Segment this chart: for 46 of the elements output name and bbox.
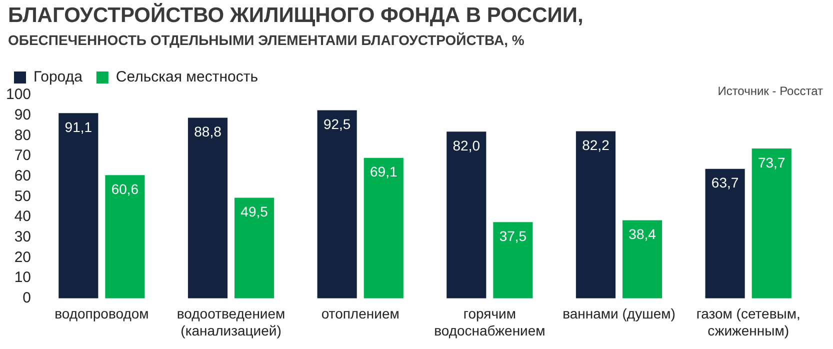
data-label: 91,1 <box>64 118 92 135</box>
bar <box>752 148 792 298</box>
bar <box>317 110 357 298</box>
x-tick-label: отоплением <box>321 306 400 322</box>
data-label: 49,5 <box>240 204 268 220</box>
bar <box>576 131 616 298</box>
bar <box>493 222 533 298</box>
data-label: 63,7 <box>711 174 739 191</box>
data-label: 82,2 <box>582 137 610 154</box>
y-tick-label: 60 <box>14 168 32 184</box>
x-tick-label: горячим водоснабжением <box>434 306 546 338</box>
bar <box>622 220 662 298</box>
chart-subtitle: ОБЕСПЕЧЕННОСТЬ ОТДЕЛЬНЫМИ ЭЛЕМЕНТАМИ БЛАГОУСТРОЙСТВА, % <box>8 32 524 48</box>
x-tick-label: ваннами (душем) <box>562 306 676 322</box>
data-label: 88,8 <box>194 124 222 140</box>
chart-title: БЛАГОУСТРОЙСТВО ЖИЛИЩНОГО ФОНДА В РОССИИ, <box>8 4 584 28</box>
x-tick-label: газом (сетевым, сжиженным) <box>696 306 800 338</box>
bar <box>446 132 486 298</box>
data-label: 69,1 <box>370 164 398 180</box>
bar <box>105 175 145 298</box>
data-label: 60,6 <box>111 181 139 197</box>
bar <box>58 113 98 298</box>
data-label: 92,5 <box>323 116 351 132</box>
data-label: 82,0 <box>452 137 480 154</box>
x-tick-label: водопроводом <box>54 306 149 322</box>
annotation: Источник - Росстат <box>718 84 823 98</box>
y-tick-label: 40 <box>14 208 32 226</box>
bar <box>188 118 228 298</box>
x-tick-label: водоотведением (канализацией) <box>176 306 286 338</box>
y-tick-label: 10 <box>14 269 32 286</box>
legend-label: Города <box>34 68 84 86</box>
legend-label: Сельская местность <box>116 68 258 86</box>
bar <box>705 168 745 298</box>
y-tick-label: 90 <box>14 106 32 124</box>
y-tick-label: 50 <box>14 188 32 205</box>
y-tick-label: 30 <box>14 228 32 246</box>
data-label: 38,4 <box>628 226 656 242</box>
bar <box>364 158 404 298</box>
data-label: 37,5 <box>499 228 527 244</box>
y-tick-label: 80 <box>14 126 32 144</box>
y-tick-label: 70 <box>14 147 32 164</box>
y-tick-label: 100 <box>6 86 32 104</box>
bar <box>234 198 274 298</box>
y-tick-label: 0 <box>22 290 32 307</box>
data-label: 73,7 <box>758 154 786 170</box>
y-tick-label: 20 <box>14 248 32 266</box>
